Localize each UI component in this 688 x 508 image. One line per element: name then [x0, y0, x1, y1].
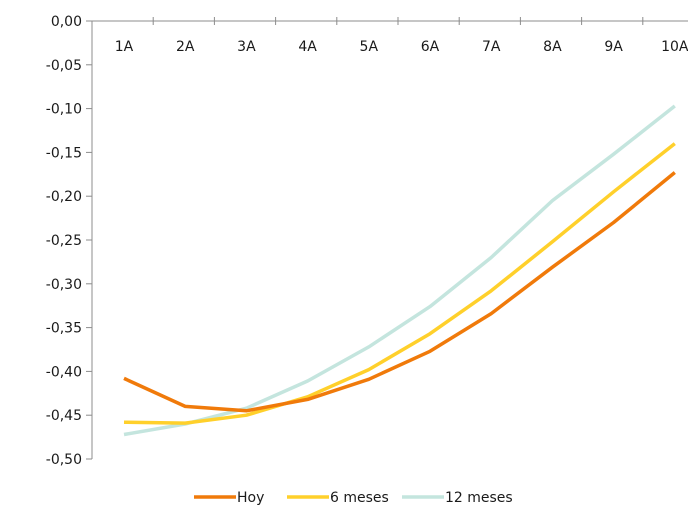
x-tick-label: 1A [115, 39, 134, 55]
y-tick-label: 0,00 [51, 14, 82, 30]
legend-label: 12 meses [445, 490, 513, 506]
legend-label: 6 meses [330, 490, 389, 506]
y-tick-label: -0,40 [46, 364, 82, 380]
x-tick-label: 5A [360, 39, 379, 55]
y-tick-label: -0,05 [46, 58, 82, 74]
x-tick-label: 4A [298, 39, 317, 55]
y-tick-label: -0,10 [46, 102, 82, 118]
x-tick-label: 3A [237, 39, 256, 55]
y-tick-label: -0,30 [46, 277, 82, 293]
legend-label: Hoy [237, 490, 264, 506]
axes: 0,00 -0,05 -0,10 -0,15 -0,20 -0,25 -0,30 -0,35 -… [46, 14, 688, 468]
x-tick-label: 2A [176, 39, 195, 55]
y-tick-label: -0,35 [46, 321, 82, 337]
series-line-2 [123, 104, 676, 437]
series-line-1 [123, 142, 676, 425]
x-tick-label: 10A [661, 39, 688, 55]
y-tick-label: -0,20 [46, 189, 82, 205]
legend: Hoy 6 meses 12 meses [194, 490, 513, 506]
series-line-0 [123, 171, 676, 413]
y-tick-label: -0,45 [46, 408, 82, 424]
y-tick-label: -0,25 [46, 233, 82, 249]
x-tick-label: 9A [604, 39, 623, 55]
y-tick-label: -0,50 [46, 452, 82, 468]
series-lines [123, 104, 676, 437]
x-tick-label: 6A [421, 39, 440, 55]
x-tick-label: 7A [482, 39, 501, 55]
y-tick-label: -0,15 [46, 145, 82, 161]
x-tick-label: 8A [543, 39, 562, 55]
